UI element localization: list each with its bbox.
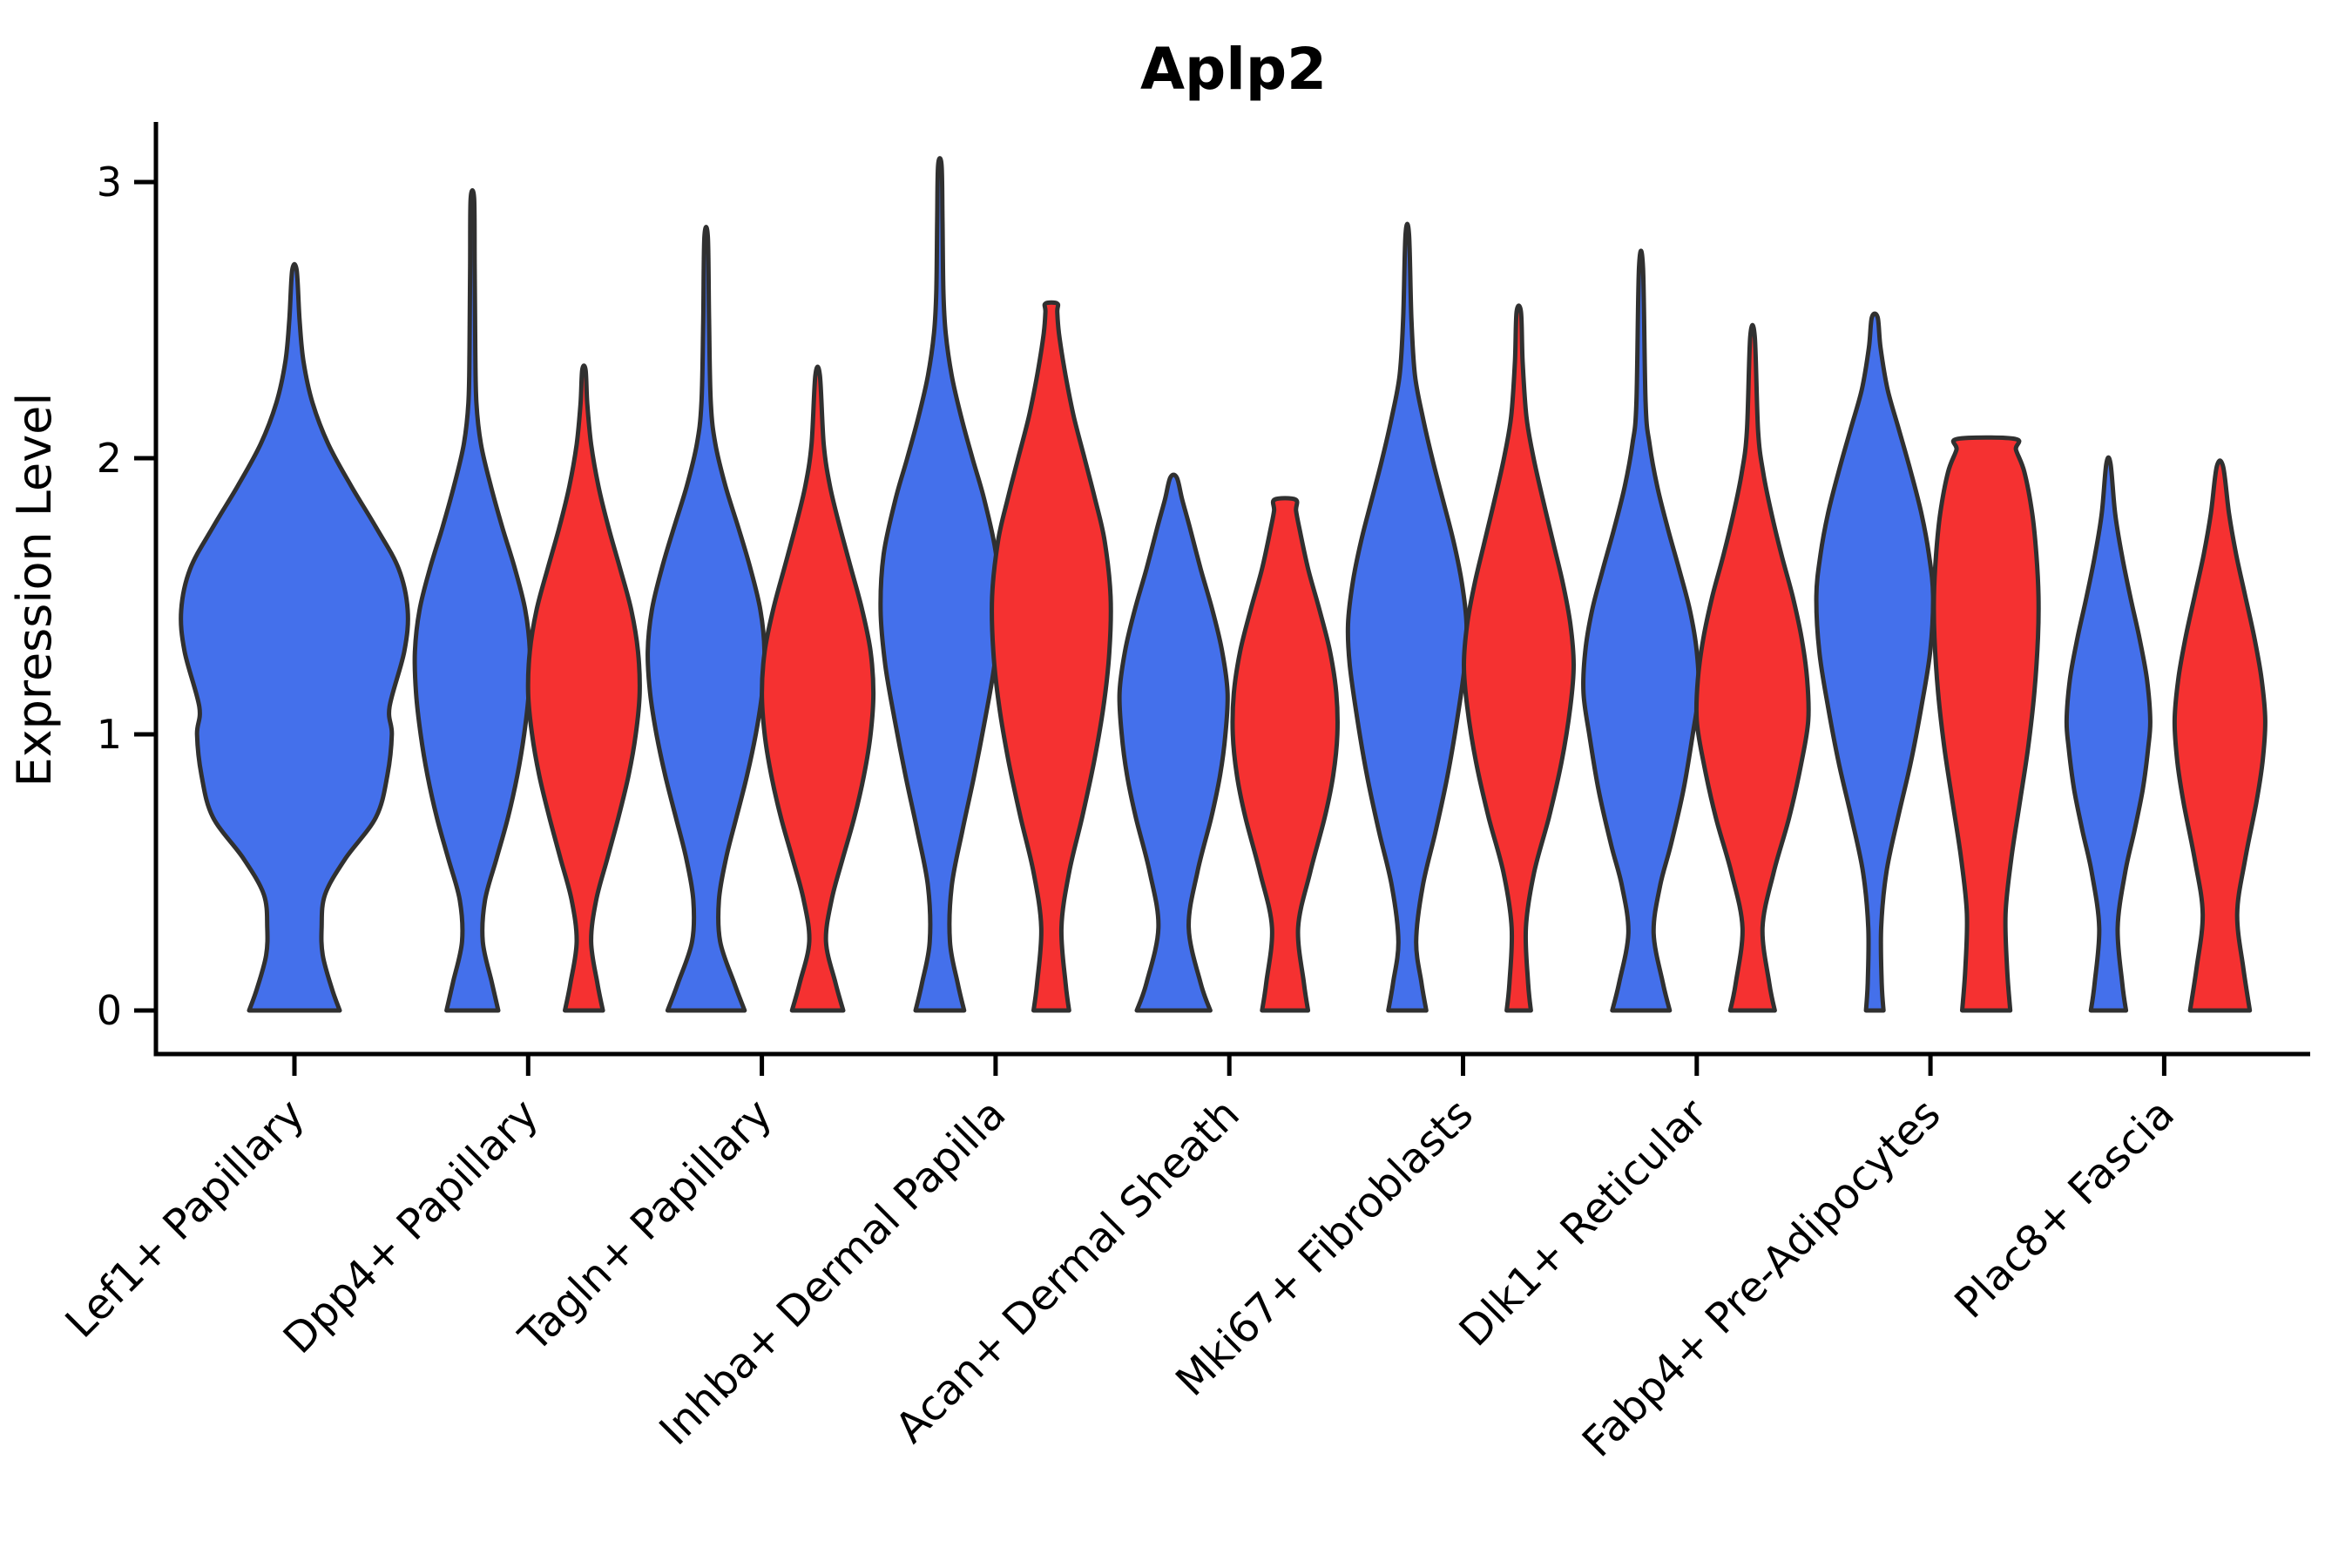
violin-blue-4 bbox=[1117, 472, 1230, 1013]
x-tick-label: Tagln+ Papillary bbox=[510, 1090, 781, 1362]
violin-blue-3 bbox=[878, 156, 1002, 1013]
violin-red-5 bbox=[1462, 303, 1576, 1013]
violin-red-2 bbox=[760, 364, 876, 1013]
y-tick-label: 3 bbox=[97, 159, 122, 206]
x-tick-label: Plac8+ Fascia bbox=[1945, 1090, 2184, 1328]
violin-red-7 bbox=[1931, 435, 2041, 1013]
y-axis: 0 1 2 3 bbox=[97, 122, 159, 1056]
violin-red-1 bbox=[525, 363, 642, 1013]
violin-blue-0 bbox=[179, 261, 410, 1013]
violin-red-8 bbox=[2172, 458, 2268, 1013]
x-tick-label: Dlk1+ Reticular bbox=[1450, 1090, 1717, 1356]
violin-blue-8 bbox=[2064, 455, 2153, 1013]
violin-blue-7 bbox=[1814, 311, 1936, 1013]
violin-blue-2 bbox=[645, 225, 767, 1013]
violins-layer bbox=[179, 156, 2268, 1013]
violin-red-3 bbox=[990, 300, 1113, 1013]
x-tick-label: Lef1+ Papillary bbox=[57, 1090, 314, 1348]
violin-blue-1 bbox=[412, 187, 533, 1013]
violin-red-6 bbox=[1693, 322, 1811, 1013]
violin-blue-6 bbox=[1581, 248, 1701, 1013]
violin-red-4 bbox=[1230, 496, 1340, 1013]
chart-title: Aplp2 bbox=[1140, 36, 1327, 103]
y-tick-label: 1 bbox=[97, 711, 122, 758]
y-tick-label: 0 bbox=[97, 987, 122, 1034]
y-axis-label: Expression Level bbox=[7, 393, 62, 787]
x-tick-label: Dpp4+ Papillary bbox=[274, 1090, 548, 1363]
violin-blue-5 bbox=[1345, 221, 1470, 1013]
y-tick-label: 2 bbox=[97, 435, 122, 482]
